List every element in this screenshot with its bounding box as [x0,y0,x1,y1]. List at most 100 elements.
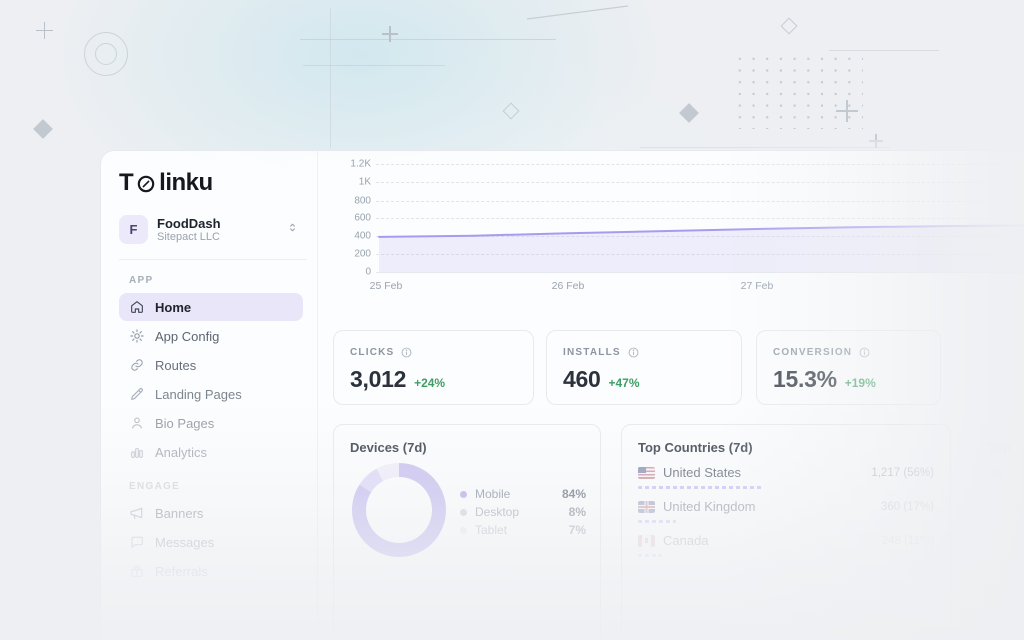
decor-line [300,39,556,40]
country-bar [638,520,677,523]
gridline [376,236,1024,237]
gear-icon [129,328,145,344]
legend-value: 8% [568,505,586,519]
diamond-outline-icon [780,17,798,35]
devices-legend: Mobile 84% Desktop 8% Tablet 7% [460,485,586,539]
legend-label: Mobile [475,487,511,501]
sidebar-item-landing-pages[interactable]: Landing Pages [119,380,303,408]
y-tick: 200 [354,248,371,260]
y-tick: 1K [358,176,371,188]
decor-line [303,65,445,66]
legend-dot-desktop [460,508,467,516]
country-bar [638,554,662,557]
top-countries-title: Top Countries (7d) [638,440,753,455]
x-tick: 25 Feb [369,280,403,292]
diamond-icon [33,119,53,139]
info-icon[interactable] [400,346,413,359]
sidebar-item-routes[interactable]: Routes [119,351,303,379]
stat-delta: +19% [844,376,876,390]
link-circle-icon [137,175,155,193]
sidebar-item-messages[interactable]: Messages [119,528,303,556]
y-tick: 0 [365,266,371,278]
sidebar-item-referrals[interactable]: Referrals [119,557,303,585]
home-icon [129,299,145,315]
canada-flag-icon [638,534,655,547]
y-tick: 600 [354,212,371,224]
legend-dot-mobile [460,490,467,498]
y-tick: 800 [354,195,371,207]
plus-icon [869,134,883,148]
country-value: 360 (17%) [880,500,934,513]
ghost-row: /re [988,465,1004,480]
sidebar-item-bio-pages[interactable]: Bio Pages [119,409,303,437]
nav-section-label-app: APP [129,275,154,286]
stat-value: 3,012 [350,366,407,392]
country-bar [638,486,763,489]
x-tick: 26 Feb [551,280,585,292]
sidebar-item-label: Bio Pages [155,415,215,431]
country-name: United States [663,465,742,480]
legend-row: Desktop 8% [460,503,586,521]
decor-line [330,8,331,148]
stat-value: 460 [563,366,601,392]
info-icon[interactable] [858,346,871,359]
concentric-circle-icon [84,32,128,76]
stat-delta: +24% [414,376,446,390]
stat-card-clicks: CLICKS 3,012 +24% [333,330,534,405]
nav-section-label-engage: ENGAGE [129,481,181,492]
country-value: 248 (11%) [881,534,934,547]
stat-card-conversion: CONVERSION 15.3% +19% [756,330,941,405]
devices-title: Devices (7d) [350,440,427,455]
ghost-card-title: Top [988,440,1011,455]
logo-text-prefix: T [119,169,134,196]
legend-label: Tablet [475,523,508,537]
decor-line [640,147,890,148]
workspace-org: Sitepact LLC [157,230,220,243]
devices-card: Devices (7d) Mobile 84% Desktop 8% [333,424,601,640]
diamond-icon [679,103,699,123]
sidebar-item-home[interactable]: Home [119,293,303,321]
stat-label: INSTALLS [563,347,621,358]
gridline [376,201,1024,202]
y-tick: 1.2K [350,158,371,170]
sidebar-item-label: Banners [155,505,204,521]
country-name: Canada [663,533,709,548]
top-countries-card: Top Countries (7d) United States 1,217 (… [621,424,951,640]
pen-icon [129,386,145,402]
diamond-outline-icon [502,102,520,120]
chart-plot-area [376,164,1024,272]
ghost-card: Top /re [971,424,1024,640]
main-content: 1.2K 1K 800 600 400 200 0 [318,151,1024,640]
plus-icon [36,22,53,39]
brand-logo: T linku [119,169,303,197]
sidebar-item-app-config[interactable]: App Config [119,322,303,350]
sidebar-item-label: App Config [155,328,220,344]
legend-label: Desktop [475,505,520,519]
sidebar-item-label: Analytics [155,444,208,460]
uk-flag-icon [638,500,655,513]
gridline [376,182,1024,183]
x-axis-line [376,272,1024,273]
gridline [376,164,1024,165]
sidebar: T linku F FoodDash Sitepact LLC APP [101,151,318,640]
clicks-chart-svg [378,224,1024,272]
country-row: United Kingdom 360 (17%) [638,499,934,523]
decor-diagonal-line [526,5,629,20]
stat-label: CONVERSION [773,347,853,358]
sidebar-item-analytics[interactable]: Analytics [119,438,303,466]
dot-grid-pattern [733,53,863,129]
sidebar-item-banners[interactable]: Banners [119,499,303,527]
sidebar-item-label: Routes [155,357,197,373]
chevron-up-down-icon [286,221,299,239]
legend-value: 84% [561,487,586,501]
logo-text-suffix: linku [159,169,213,196]
workspace-switcher[interactable]: F FoodDash Sitepact LLC [119,213,303,246]
country-value: 1,217 (56%) [871,466,934,479]
link-icon [129,357,145,373]
sidebar-item-label: Landing Pages [155,386,242,402]
country-row: United States 1,217 (56%) [638,465,934,489]
legend-row: Mobile 84% [460,485,586,503]
info-icon[interactable] [627,346,640,359]
stat-delta: +47% [608,376,640,390]
legend-dot-tablet [460,526,467,534]
